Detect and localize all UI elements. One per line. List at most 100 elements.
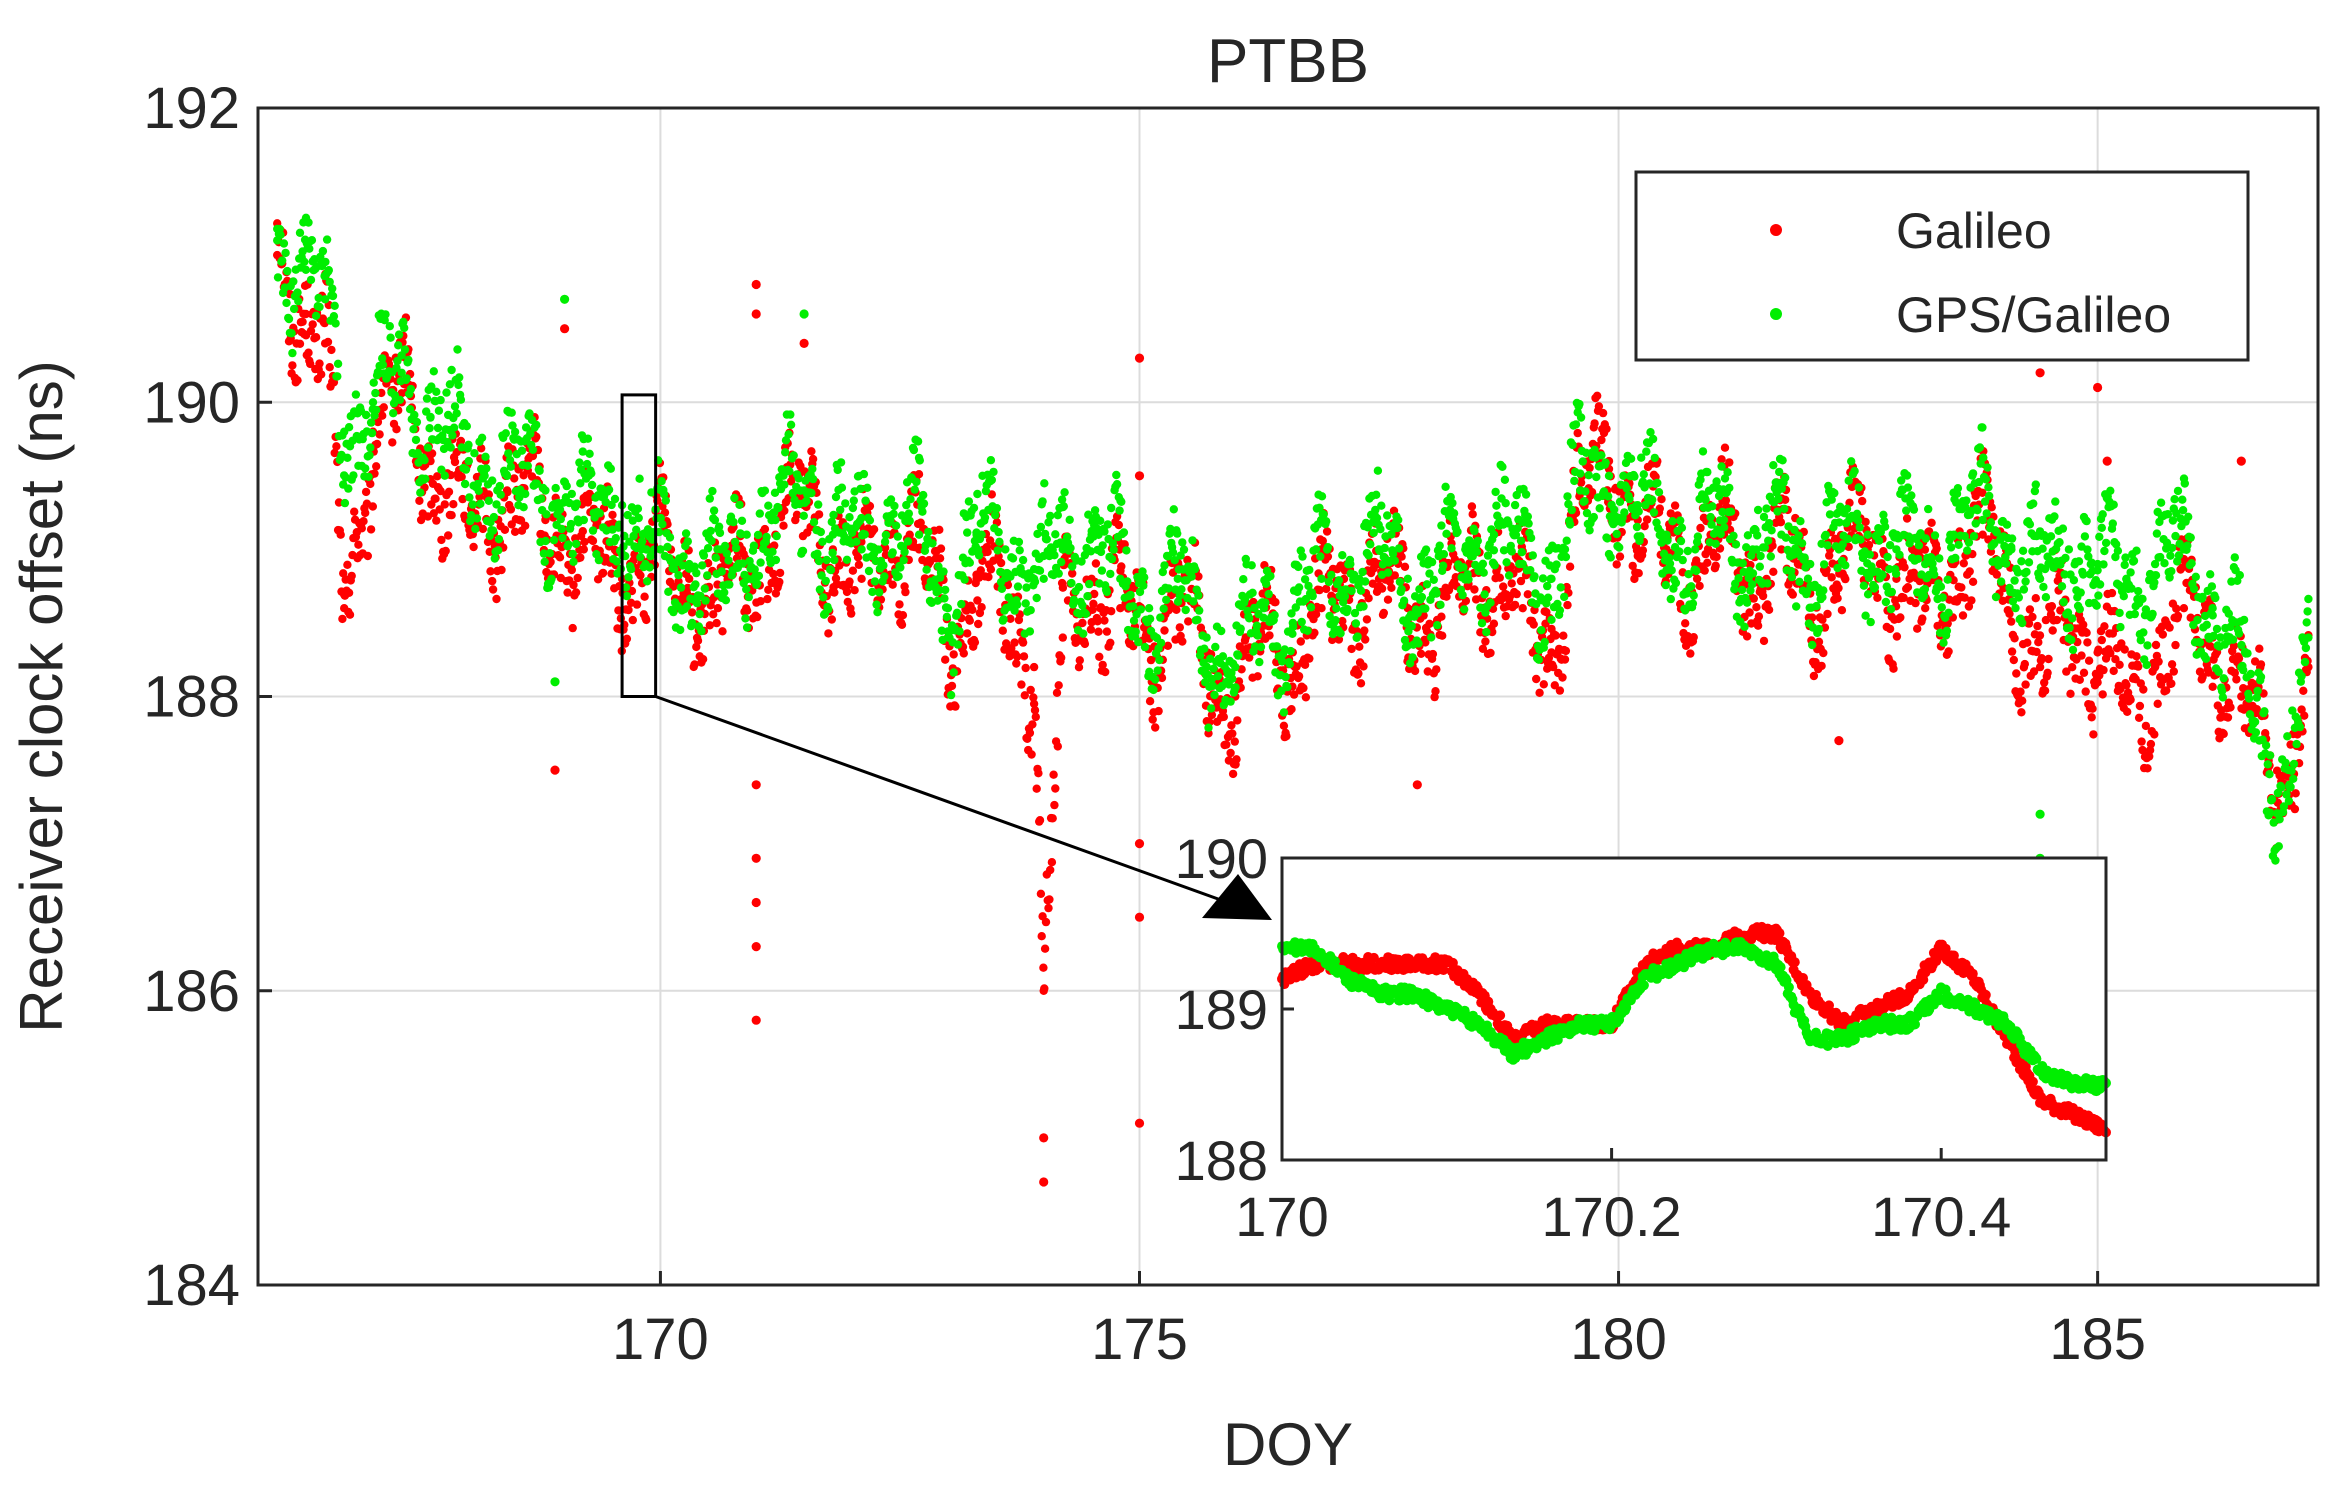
data-point (2193, 615, 2202, 625)
data-point (2244, 694, 2254, 703)
data-point (528, 445, 538, 454)
data-point (760, 524, 770, 534)
data-point (1561, 552, 1571, 562)
data-point (2143, 641, 2152, 650)
data-point (2052, 615, 2062, 625)
data-point (456, 436, 466, 446)
data-point (1098, 660, 1107, 670)
data-point (2208, 682, 2217, 691)
data-point (1606, 553, 1615, 562)
data-point (2179, 604, 2189, 613)
data-point (730, 493, 739, 503)
data-point (701, 596, 710, 605)
data-point (367, 428, 377, 438)
data-point (558, 533, 567, 543)
data-point (815, 585, 825, 594)
data-point (622, 634, 632, 643)
data-point (1374, 545, 1384, 554)
data-point (2066, 689, 2075, 698)
data-point (301, 265, 311, 274)
data-point (336, 530, 345, 539)
data-point (1720, 523, 1729, 532)
data-point (273, 250, 282, 260)
data-point (474, 486, 483, 495)
data-point (798, 546, 808, 556)
data-point (1518, 559, 1527, 569)
data-point (814, 556, 824, 566)
data-point (1712, 552, 1721, 562)
data-point (2212, 624, 2222, 634)
data-point (1301, 693, 1311, 702)
data-point (416, 488, 425, 497)
data-point (1567, 505, 1577, 515)
data-point (987, 475, 996, 485)
data-point (359, 517, 368, 526)
data-point (1184, 617, 1193, 626)
data-point (495, 481, 504, 491)
data-point (845, 577, 854, 586)
data-point (837, 483, 847, 492)
data-point (2207, 582, 2217, 591)
data-point (2024, 558, 2034, 567)
data-point (344, 588, 354, 597)
data-point (2011, 603, 2020, 613)
data-point (1598, 408, 1608, 418)
data-point (1725, 458, 1734, 467)
data-point (1560, 592, 1569, 602)
data-point (1654, 488, 1664, 497)
data-point (521, 489, 530, 499)
data-point (941, 655, 950, 664)
data-point (2056, 606, 2065, 615)
data-point (2132, 652, 2141, 661)
data-point (510, 474, 519, 483)
data-point (547, 574, 556, 583)
data-point (2025, 520, 2035, 529)
data-point (1140, 573, 1149, 582)
data-point (2134, 662, 2143, 671)
data-point (1051, 530, 1060, 539)
data-point (1060, 488, 1069, 497)
data-point (594, 555, 604, 565)
data-point (458, 494, 467, 504)
data-point (528, 451, 538, 461)
data-point (1136, 605, 1146, 614)
data-point (1058, 633, 1068, 642)
data-point (735, 500, 744, 509)
data-point (1703, 467, 1712, 477)
data-point (2122, 692, 2131, 701)
data-point (1089, 599, 1098, 608)
data-point (2138, 594, 2147, 604)
data-point (1247, 561, 1256, 570)
data-point (330, 448, 339, 458)
data-point (842, 587, 852, 597)
data-point (1305, 565, 1314, 575)
data-point (919, 499, 929, 508)
data-point (368, 398, 378, 407)
data-point (294, 297, 303, 306)
data-point (1383, 595, 1393, 604)
data-point (863, 483, 872, 492)
data-point (1626, 454, 1636, 463)
data-point (994, 527, 1003, 537)
data-point (2079, 668, 2089, 677)
data-point (873, 608, 882, 617)
data-point (1753, 531, 1762, 540)
data-point (1178, 637, 1187, 646)
data-point (1239, 575, 1248, 584)
data-point (949, 650, 958, 659)
data-point (2304, 633, 2313, 642)
data-point (1899, 593, 1908, 602)
data-point (1633, 501, 1642, 510)
data-point (959, 649, 968, 658)
data-point (328, 291, 338, 301)
data-point (974, 551, 984, 560)
data-point (1978, 488, 1987, 497)
x-tick-label: 180 (1570, 1307, 1667, 1372)
data-point (361, 464, 370, 473)
data-point (1155, 655, 1164, 665)
data-point (1562, 536, 1571, 545)
data-point (1354, 669, 1363, 678)
data-point (809, 518, 819, 527)
data-point (2018, 696, 2027, 705)
data-point (343, 560, 352, 569)
